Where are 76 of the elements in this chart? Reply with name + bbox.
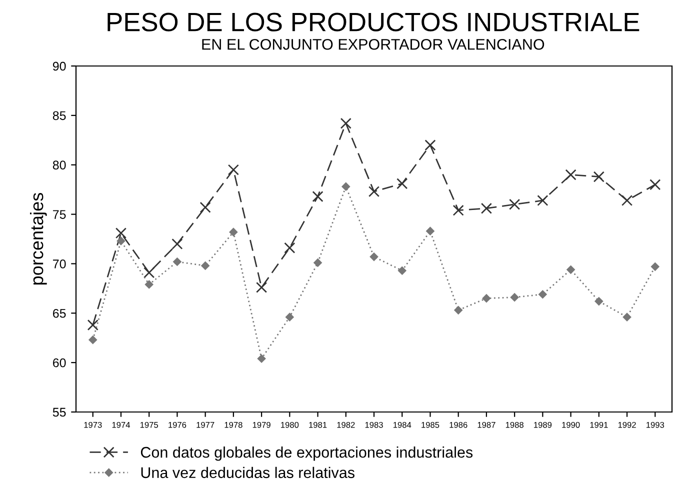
x-tick-label: 1977 (196, 422, 214, 428)
point (144, 280, 154, 289)
point (87, 319, 98, 331)
legend-label: Una vez deducidas las relativas (141, 466, 354, 478)
x-tick-label: 1978 (224, 422, 242, 428)
y-tick-label: 55 (52, 408, 66, 417)
point (650, 179, 661, 190)
x-tick-label: 1973 (84, 422, 102, 428)
x-tick-label: 1975 (140, 422, 158, 428)
point (342, 182, 350, 191)
point (538, 290, 547, 298)
x-tick-label: 1987 (478, 422, 496, 428)
y-tick-label: 90 (52, 62, 66, 71)
point (594, 297, 604, 306)
point (312, 190, 324, 202)
point (565, 169, 576, 180)
point (593, 171, 604, 182)
point (454, 306, 462, 314)
y-tick-label: 85 (52, 111, 66, 120)
point (256, 282, 268, 293)
y-axis-title: porcentajes (30, 192, 47, 285)
x-tick-label: 1974 (112, 422, 130, 428)
point (115, 228, 127, 239)
y-tick-label: 65 (53, 308, 66, 318)
x-tick-label: 1976 (168, 422, 186, 428)
point (482, 294, 491, 302)
point (566, 266, 575, 274)
x-tick-label: 1990 (562, 422, 580, 428)
y-tick-label: 75 (53, 210, 66, 219)
y-tick-label: 60 (53, 358, 66, 368)
point (398, 266, 406, 275)
x-tick-label: 1988 (506, 422, 524, 428)
point (622, 312, 632, 322)
point (621, 194, 633, 206)
point (88, 336, 97, 344)
x-tick-label: 1983 (365, 422, 383, 428)
point (396, 178, 408, 190)
legend-label: Con datos globales de exportaciones industriales (140, 446, 473, 461)
point (370, 252, 378, 261)
point (510, 293, 519, 302)
x-tick-label: 1991 (590, 422, 608, 428)
y-tick-label: 80 (52, 160, 66, 170)
x-tick-label: 1980 (281, 422, 299, 428)
point (480, 202, 492, 214)
y-tick-label: 70 (53, 260, 66, 268)
point (284, 242, 296, 254)
x-tick-label: 1985 (422, 422, 440, 428)
point (116, 236, 126, 246)
point (340, 118, 352, 129)
x-tick-label: 1982 (337, 422, 355, 428)
point (286, 312, 294, 322)
x-tick-label: 1993 (646, 422, 664, 428)
point (509, 198, 520, 210)
point (424, 140, 436, 151)
point (229, 228, 238, 236)
x-tick-label: 1986 (450, 422, 468, 428)
point (314, 258, 322, 267)
point (228, 164, 239, 176)
chart-subtitle: EN EL CONJUNTO EXPORTADOR VALENCIANO (202, 38, 544, 50)
point (368, 186, 380, 198)
point (201, 262, 210, 270)
point (172, 238, 183, 250)
x-tick-label: 1989 (534, 422, 552, 428)
point (651, 262, 660, 271)
point (257, 354, 266, 363)
point (452, 204, 464, 216)
point (537, 194, 548, 206)
point (173, 258, 182, 266)
point (144, 267, 155, 278)
x-tick-label: 1992 (618, 422, 636, 428)
chart-title: PESO DE LOS PRODUCTOS INDUSTRIALE (108, 12, 640, 32)
x-tick-label: 1984 (393, 422, 412, 428)
x-tick-label: 1979 (252, 422, 270, 428)
point (200, 202, 211, 213)
point (426, 226, 434, 236)
x-tick-label: 1981 (309, 422, 327, 428)
